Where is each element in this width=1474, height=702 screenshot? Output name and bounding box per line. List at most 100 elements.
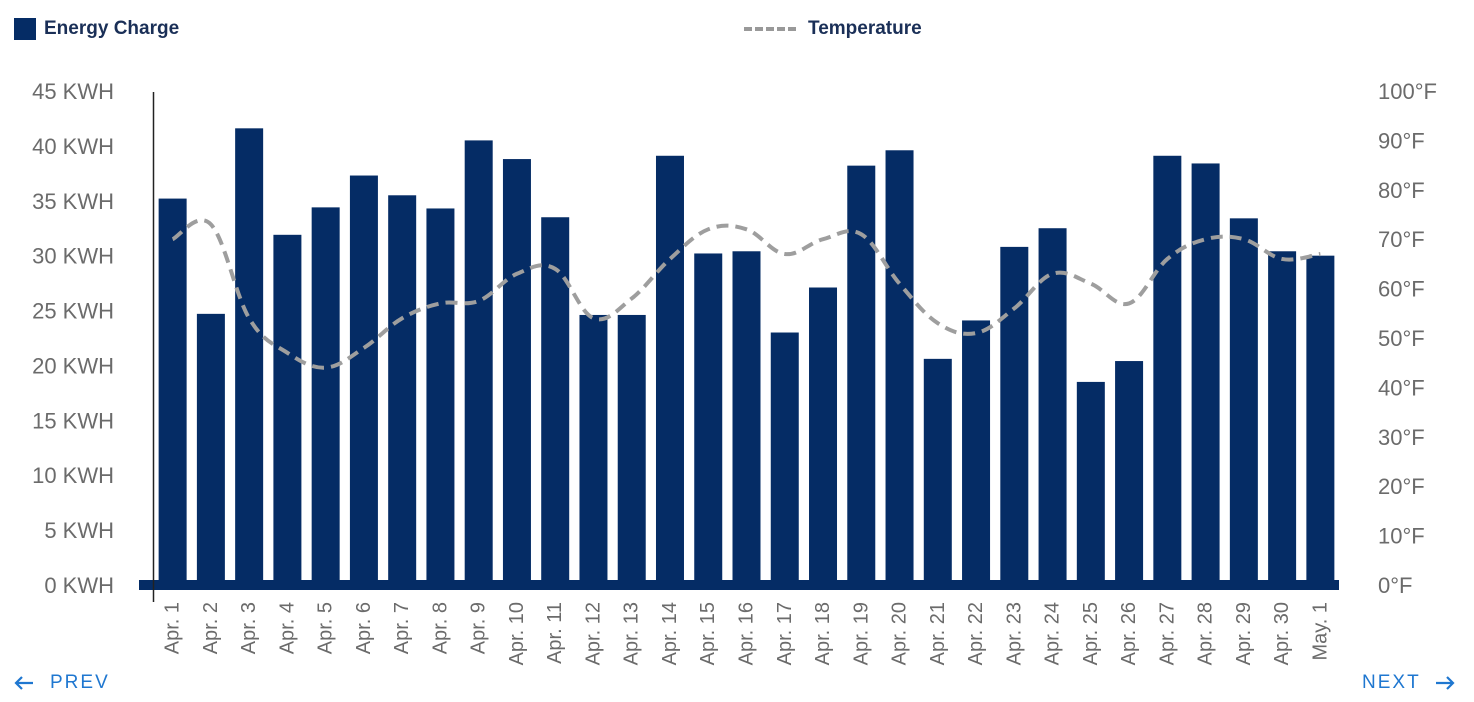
right-axis-tick-label: 70°F <box>1378 227 1425 252</box>
prev-button[interactable]: PREV <box>14 672 110 694</box>
x-axis-category-label: Apr. 22 <box>965 602 987 665</box>
temperature-point <box>170 236 176 242</box>
left-axis-tick-label: 20 KWH <box>32 353 114 378</box>
bar-energy-charge[interactable] <box>770 332 799 585</box>
temperature-point <box>476 298 482 304</box>
right-axis-tick-label: 30°F <box>1378 425 1425 450</box>
temperature-point <box>1279 256 1285 262</box>
bar-energy-charge[interactable] <box>1000 246 1029 585</box>
right-axis-tick-label: 100°F <box>1378 79 1437 104</box>
right-axis-tick-label: 90°F <box>1378 128 1425 153</box>
x-axis-category-label: Apr. 4 <box>276 602 298 654</box>
temperature-point <box>820 236 826 242</box>
temperature-point <box>897 281 903 287</box>
x-axis-category-label: Apr. 6 <box>353 602 375 654</box>
temperature-point <box>437 300 443 306</box>
arrow-right-icon <box>1435 676 1455 690</box>
x-axis-category-label: Apr. 13 <box>621 602 643 665</box>
bar-energy-charge[interactable] <box>655 155 684 585</box>
right-axis-tick-label: 60°F <box>1378 277 1425 302</box>
temperature-point <box>744 226 750 232</box>
temperature-point <box>1126 300 1132 306</box>
left-axis-tick-label: 5 KWH <box>44 518 114 543</box>
x-axis-category-label: Apr. 23 <box>1003 602 1025 665</box>
bar-energy-charge[interactable] <box>694 253 723 585</box>
bar-energy-charge[interactable] <box>617 314 646 585</box>
bar-energy-charge[interactable] <box>579 314 608 585</box>
temperature-point <box>246 315 252 321</box>
x-axis-category-label: Apr. 12 <box>582 602 604 665</box>
temperature-point <box>323 365 329 371</box>
x-axis-category-label: Apr. 20 <box>889 602 911 665</box>
bar-energy-charge[interactable] <box>158 198 187 586</box>
x-axis-category-label: Apr. 16 <box>736 602 758 665</box>
x-axis-category-label: Apr. 19 <box>850 602 872 665</box>
bar-energy-charge[interactable] <box>235 128 264 585</box>
bar-energy-charge[interactable] <box>196 313 225 585</box>
x-axis-category-label: Apr. 17 <box>774 602 796 665</box>
bar-energy-charge[interactable] <box>388 195 417 586</box>
temperature-point <box>782 251 788 257</box>
temperature-point <box>935 320 941 326</box>
left-axis-tick-label: 25 KWH <box>32 299 114 324</box>
bar-energy-charge[interactable] <box>1076 381 1105 585</box>
legend-energy-charge-label: Energy Charge <box>44 18 180 39</box>
bar-energy-charge[interactable] <box>464 140 493 585</box>
x-axis-category-label: Apr. 24 <box>1042 602 1064 665</box>
x-axis-category-label: Apr. 30 <box>1271 602 1293 665</box>
x-axis-category-label: Apr. 11 <box>544 602 566 664</box>
bar-energy-charge[interactable] <box>1038 228 1067 585</box>
bar-energy-charge[interactable] <box>1306 255 1335 585</box>
x-axis-category-label: Apr. 21 <box>927 602 949 665</box>
bar-energy-charge[interactable] <box>1153 155 1182 585</box>
bar-energy-charge[interactable] <box>885 150 914 585</box>
bar-energy-charge[interactable] <box>273 234 302 585</box>
next-button[interactable]: NEXT <box>1362 672 1455 694</box>
x-axis-category-label: Apr. 10 <box>506 602 528 665</box>
legend-temperature[interactable]: Temperature <box>744 18 922 40</box>
bar-energy-charge[interactable] <box>847 165 876 585</box>
legend-energy-charge[interactable]: Energy Charge <box>14 18 179 40</box>
bar-energy-charge[interactable] <box>1191 163 1220 585</box>
bar-energy-charge[interactable] <box>1115 361 1144 585</box>
x-axis-category-label: Apr. 15 <box>697 602 719 665</box>
temperature-point <box>1011 305 1017 311</box>
bar-energy-charge[interactable] <box>962 320 991 585</box>
bar-energy-charge[interactable] <box>923 358 952 585</box>
bar-energy-charge[interactable] <box>311 207 340 585</box>
x-axis-category-label: Apr. 9 <box>468 602 490 654</box>
x-axis-category-label: Apr. 7 <box>391 602 413 654</box>
temperature-point <box>858 231 864 237</box>
bar-energy-charge[interactable] <box>502 159 531 585</box>
temperature-point <box>361 345 367 351</box>
bar-energy-charge[interactable] <box>426 208 455 585</box>
left-axis-tick-label: 0 KWH <box>44 573 114 598</box>
x-axis-category-label: Apr. 2 <box>200 602 222 654</box>
temperature-point <box>1241 236 1247 242</box>
x-axis-category-label: Apr. 28 <box>1195 602 1217 665</box>
right-axis-tick-label: 50°F <box>1378 326 1425 351</box>
x-axis-baseline <box>139 580 1339 590</box>
temperature-point <box>284 350 290 356</box>
bar-energy-charge[interactable] <box>1229 218 1258 585</box>
x-axis-category-label: Apr. 3 <box>238 602 260 654</box>
bar-energy-charge[interactable] <box>349 175 378 586</box>
temperature-point <box>1088 281 1094 287</box>
x-axis-category-label: Apr. 25 <box>1080 602 1102 665</box>
right-axis-tick-label: 0°F <box>1378 573 1412 598</box>
x-axis-category-label: Apr. 14 <box>659 602 681 665</box>
bar-energy-charge[interactable] <box>732 251 761 585</box>
temperature-point <box>208 221 214 227</box>
left-axis-tick-label: 35 KWH <box>32 189 114 214</box>
right-axis-tick-label: 10°F <box>1378 524 1425 549</box>
temperature-point <box>399 315 405 321</box>
x-axis-category-label: Apr. 29 <box>1233 602 1255 665</box>
bar-energy-charge[interactable] <box>809 287 838 585</box>
prev-label: PREV <box>50 672 110 693</box>
legend-bar-swatch <box>14 18 36 40</box>
bar-energy-charge[interactable] <box>1268 251 1297 585</box>
x-axis-category-label: Apr. 5 <box>315 602 337 654</box>
bar-energy-charge[interactable] <box>541 217 570 585</box>
left-axis-tick-label: 45 KWH <box>32 79 114 104</box>
